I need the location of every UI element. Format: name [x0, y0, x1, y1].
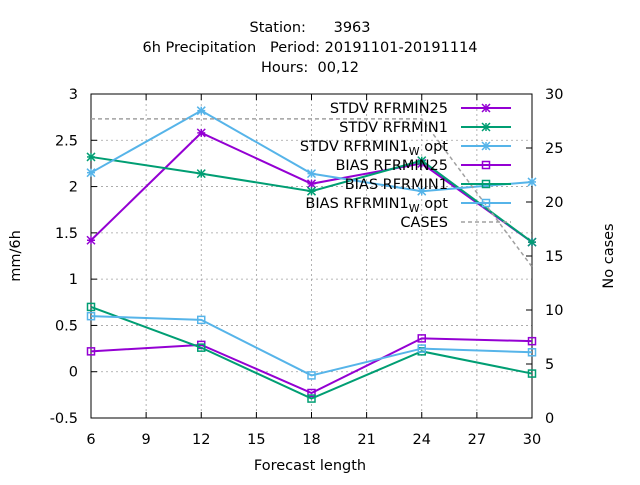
series — [86, 334, 537, 398]
series-line — [90, 337, 533, 395]
axis-ticks: 6 9 12 15 18 21 24 27 30-0.500.511.522.530510152… — [50, 87, 564, 448]
legend-label: CASES — [400, 215, 448, 231]
data-point — [197, 315, 206, 325]
data-point — [481, 122, 491, 132]
legend-label: BIAS RFRMIN1W opt — [305, 196, 448, 215]
legend-subscript: W — [409, 202, 420, 215]
data-point — [306, 186, 317, 196]
x-tick-label: 9 — [142, 432, 151, 448]
data-point — [196, 128, 206, 138]
legend-tail: opt — [420, 196, 449, 212]
series-line — [91, 118, 533, 268]
x-tick-label: 12 — [192, 432, 210, 448]
legend-entry: CASES — [400, 215, 511, 231]
data-point — [86, 152, 96, 162]
legend-tail: opt — [420, 139, 449, 155]
data-point — [196, 169, 206, 179]
legend-label: STDV RFRMIN25 — [330, 101, 448, 117]
data-point — [306, 169, 317, 179]
x-tick-label: 24 — [413, 432, 431, 448]
series-line — [90, 315, 533, 377]
data-point — [307, 371, 316, 380]
series-line — [90, 305, 533, 400]
series-group — [86, 106, 537, 403]
x-tick-label: 30 — [523, 432, 541, 448]
data-point — [417, 344, 426, 353]
y2-tick-label: 20 — [545, 195, 563, 211]
data-point — [86, 168, 96, 178]
data-point — [481, 160, 491, 170]
y2-tick-label: 25 — [545, 141, 563, 157]
y-axis-label: mm/6h — [8, 230, 24, 282]
data-point — [306, 179, 317, 189]
data-point — [86, 347, 96, 356]
legend-entry: BIAS RFRMIN25 — [335, 158, 511, 174]
data-point — [197, 343, 206, 352]
y-tick-label: 0.5 — [55, 318, 78, 334]
legend-entry: STDV RFRMIN25 — [330, 101, 511, 117]
x-tick-label: 6 — [86, 432, 95, 448]
data-point — [417, 334, 426, 343]
data-point — [481, 103, 491, 113]
data-point — [527, 177, 537, 187]
data-point — [527, 348, 537, 357]
series — [86, 302, 537, 403]
y-tick-label: -0.5 — [50, 411, 78, 427]
legend-label: STDV RFRMIN1 — [339, 120, 448, 136]
x-tick-label: 21 — [357, 432, 375, 448]
y-tick-label: 1.5 — [55, 226, 78, 242]
y-tick-label: 2.5 — [55, 133, 78, 149]
title-line-1: Station: 3963 — [250, 20, 371, 36]
chart-title: Station: 3963 6h Precipitation Period: 2… — [142, 20, 477, 76]
series — [86, 311, 537, 380]
data-point — [417, 156, 427, 166]
y-tick-label: 0 — [69, 365, 78, 381]
data-point — [307, 388, 316, 398]
data-point — [86, 302, 96, 312]
legend-subscript: W — [409, 145, 420, 158]
x-axis-label: Forecast length — [254, 458, 366, 474]
legend-entry: STDV RFRMIN1 — [339, 120, 511, 136]
data-point — [527, 369, 537, 378]
title-line-2: 6h Precipitation Period: 20191101-201911… — [142, 40, 477, 56]
y2-tick-label: 30 — [545, 87, 563, 103]
series — [91, 118, 533, 268]
legend: STDV RFRMIN25 STDV RFRMIN1 STDV RFRMIN1W o… — [300, 101, 511, 231]
data-point — [86, 235, 96, 245]
data-point — [481, 141, 491, 151]
data-point — [417, 186, 427, 196]
y2-axis-label: No cases — [601, 223, 617, 288]
x-tick-label: 18 — [302, 432, 320, 448]
y2-tick-label: 10 — [545, 303, 563, 319]
x-tick-label: 27 — [468, 432, 486, 448]
data-point — [481, 179, 491, 189]
data-point — [527, 336, 537, 346]
data-point — [481, 198, 491, 208]
y-tick-label: 1 — [69, 272, 78, 288]
y2-tick-label: 5 — [545, 357, 554, 373]
data-point — [86, 311, 96, 321]
y-tick-label: 3 — [69, 87, 78, 103]
x-tick-label: 15 — [247, 432, 265, 448]
legend-entry: BIAS RFRMIN1 — [345, 177, 511, 193]
y2-tick-label: 15 — [545, 249, 563, 265]
data-point — [196, 106, 206, 116]
legend-label: BIAS RFRMIN1 — [345, 177, 448, 193]
data-point — [307, 394, 316, 403]
series — [86, 106, 537, 196]
data-point — [527, 237, 537, 247]
legend-label: STDV RFRMIN1W opt — [300, 139, 448, 158]
title-line-3: Hours: 00,12 — [261, 60, 359, 76]
legend-entry: STDV RFRMIN1W opt — [300, 139, 511, 158]
y2-tick-label: 0 — [545, 411, 554, 427]
legend-label: BIAS RFRMIN25 — [335, 158, 448, 174]
y-tick-label: 2 — [69, 180, 78, 196]
